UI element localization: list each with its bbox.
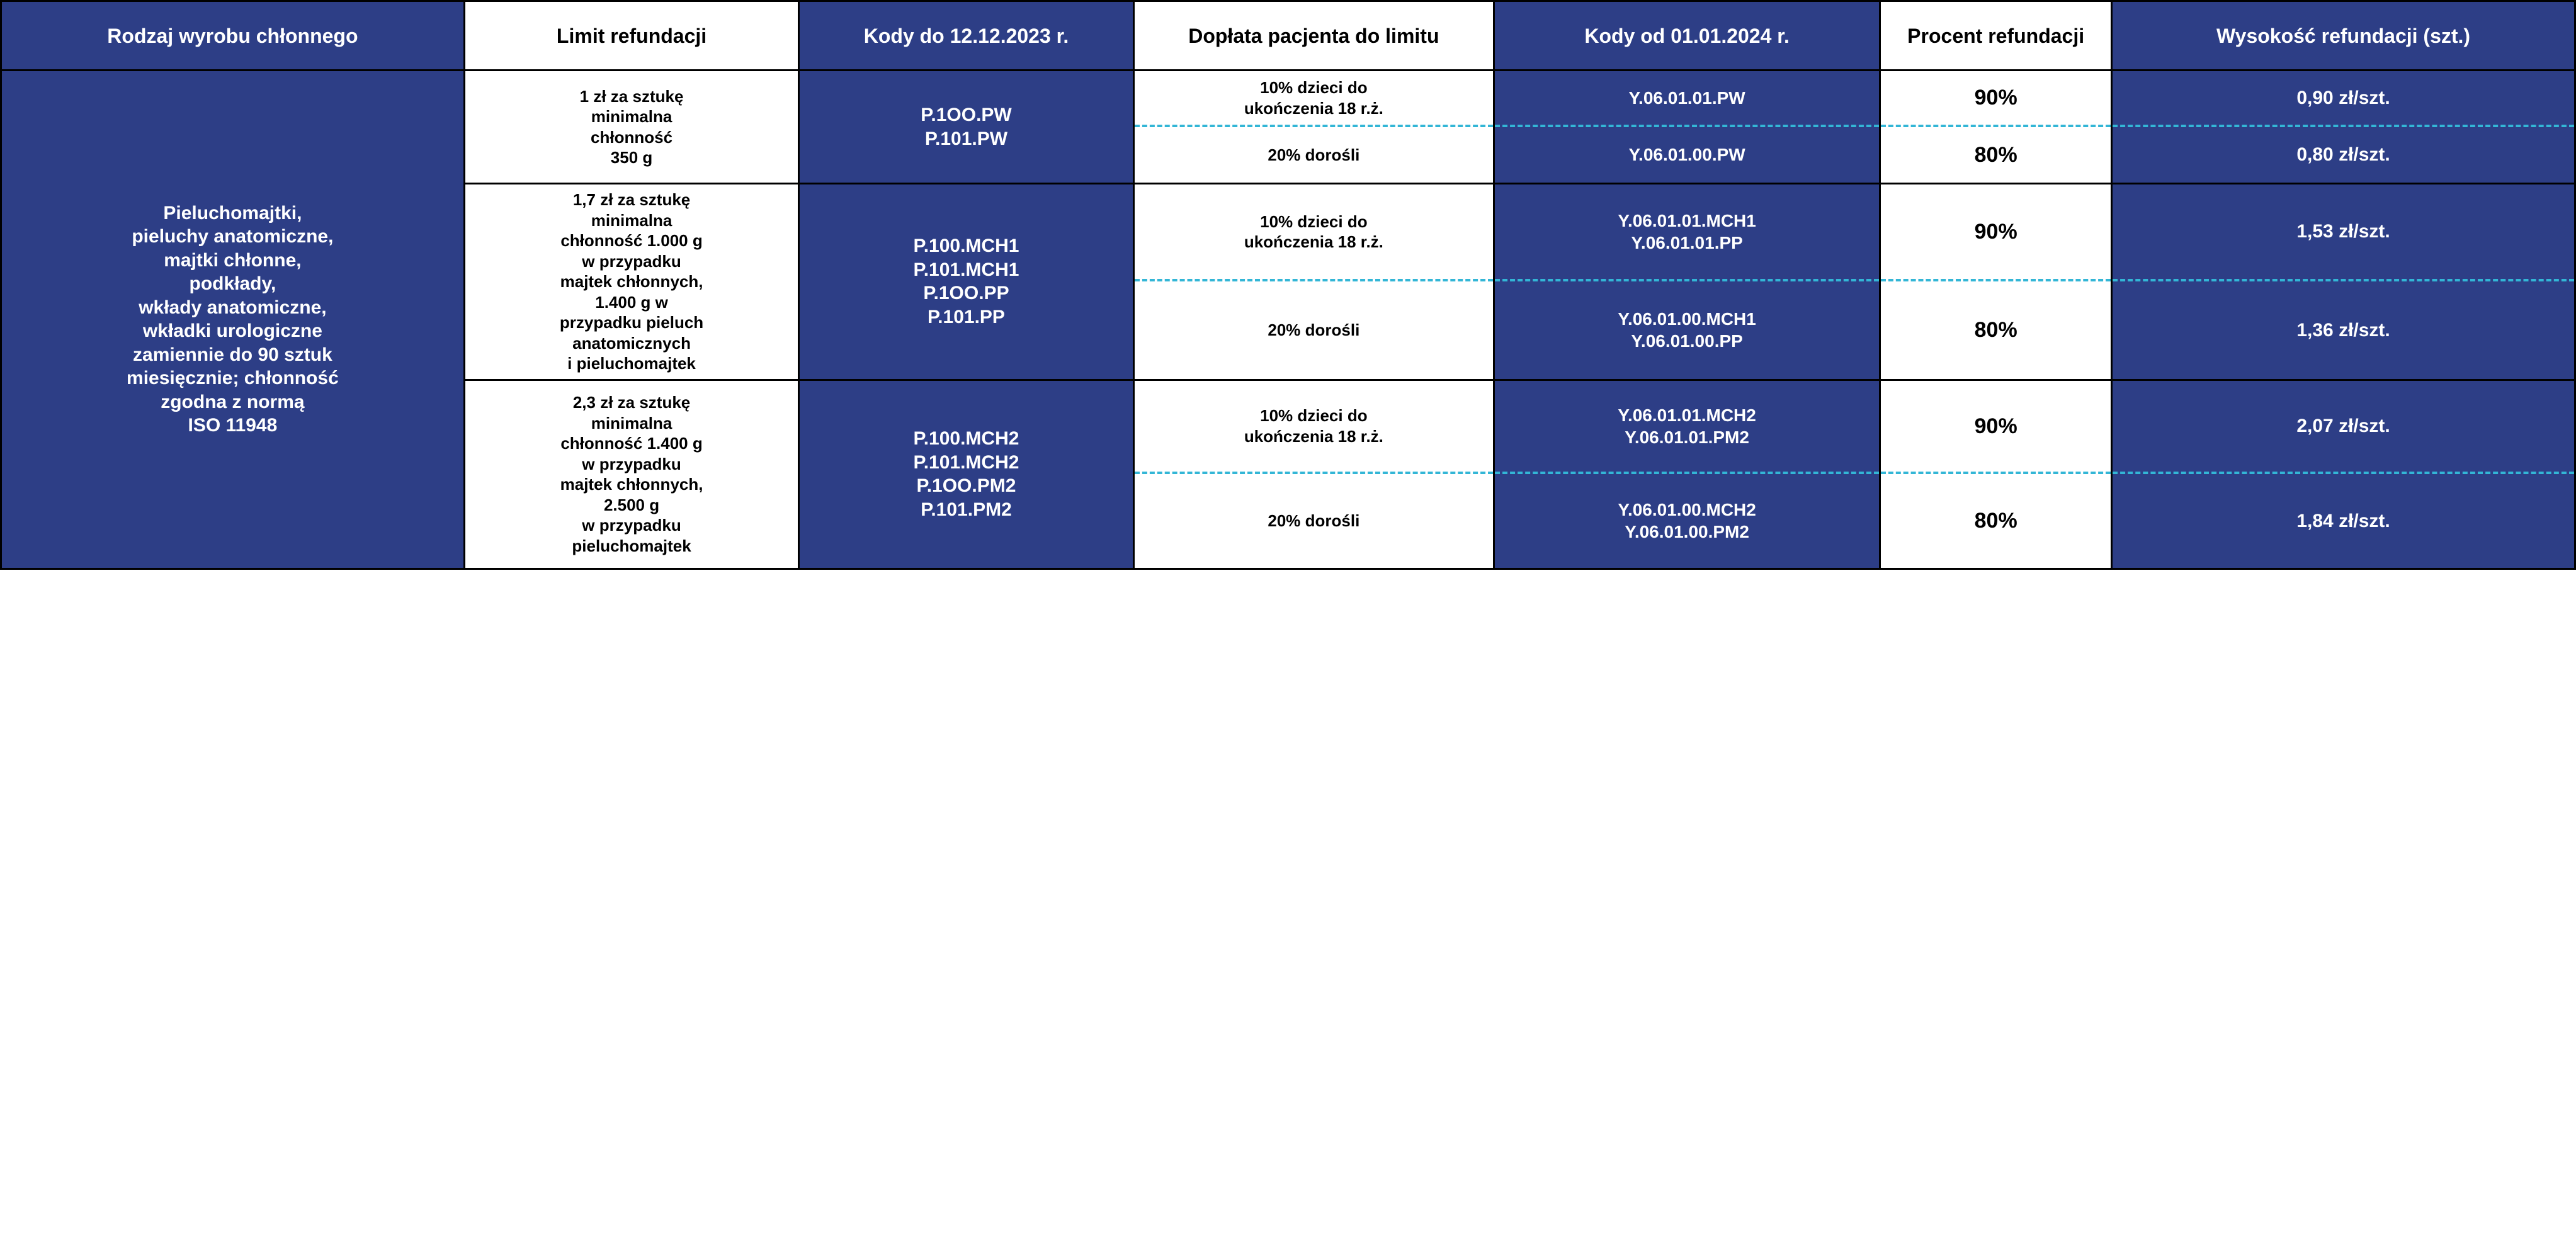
codes-new-child: Y.06.01.01.MCH2Y.06.01.01.PM2 [1495, 381, 1879, 475]
amount-child: 2,07 zł/szt. [2113, 381, 2574, 475]
amount-child: 1,53 zł/szt. [2113, 184, 2574, 281]
col-header-kody-new: Kody od 01.01.2024 r. [1494, 1, 1880, 71]
codes-new-child: Y.06.01.01.MCH1Y.06.01.01.PP [1495, 184, 1879, 281]
doplata-cell: 10% dzieci doukończenia 18 r.ż. 20% doro… [1133, 71, 1494, 184]
amount-cell: 2,07 zł/szt. 1,84 zł/szt. [2112, 380, 2575, 569]
doplata-cell: 10% dzieci doukończenia 18 r.ż. 20% doro… [1133, 380, 1494, 569]
refund-table: Rodzaj wyrobu chłonnego Limit refundacji… [0, 0, 2576, 570]
codes-old-cell: P.100.MCH1P.101.MCH1P.1OO.PPP.101.PP [799, 184, 1133, 380]
row-category: Pieluchomajtki,pieluchy anatomiczne,majt… [1, 71, 465, 569]
percent-cell: 90% 80% [1880, 184, 2112, 380]
table-header-row: Rodzaj wyrobu chłonnego Limit refundacji… [1, 1, 2575, 71]
doplata-child: 10% dzieci doukończenia 18 r.ż. [1135, 71, 1493, 127]
percent-adult: 80% [1881, 281, 2111, 378]
col-header-kody-old: Kody do 12.12.2023 r. [799, 1, 1133, 71]
codes-new-adult: Y.06.01.00.PW [1495, 127, 1879, 183]
codes-new-cell: Y.06.01.01.MCH1Y.06.01.01.PP Y.06.01.00.… [1494, 184, 1880, 380]
codes-old-cell: P.100.MCH2P.101.MCH2P.1OO.PM2P.101.PM2 [799, 380, 1133, 569]
col-header-rodzaj: Rodzaj wyrobu chłonnego [1, 1, 465, 71]
amount-adult: 0,80 zł/szt. [2113, 127, 2574, 183]
codes-new-child: Y.06.01.01.PW [1495, 71, 1879, 127]
amount-adult: 1,36 zł/szt. [2113, 281, 2574, 378]
amount-child: 0,90 zł/szt. [2113, 71, 2574, 127]
codes-old-cell: P.1OO.PWP.101.PW [799, 71, 1133, 184]
percent-child: 90% [1881, 381, 2111, 475]
doplata-adult: 20% dorośli [1135, 474, 1493, 568]
percent-child: 90% [1881, 71, 2111, 127]
doplata-child: 10% dzieci doukończenia 18 r.ż. [1135, 184, 1493, 281]
percent-adult: 80% [1881, 474, 2111, 568]
col-header-procent: Procent refundacji [1880, 1, 2112, 71]
doplata-adult: 20% dorośli [1135, 281, 1493, 378]
col-header-doplata: Dopłata pacjenta do limitu [1133, 1, 1494, 71]
percent-adult: 80% [1881, 127, 2111, 183]
limit-cell: 1 zł za sztukęminimalnachłonność350 g [464, 71, 798, 184]
codes-new-adult: Y.06.01.00.MCH2Y.06.01.00.PM2 [1495, 474, 1879, 568]
col-header-wysokosc: Wysokość refundacji (szt.) [2112, 1, 2575, 71]
amount-adult: 1,84 zł/szt. [2113, 474, 2574, 568]
percent-cell: 90% 80% [1880, 380, 2112, 569]
amount-cell: 0,90 zł/szt. 0,80 zł/szt. [2112, 71, 2575, 184]
codes-new-adult: Y.06.01.00.MCH1Y.06.01.00.PP [1495, 281, 1879, 378]
table-row: Pieluchomajtki,pieluchy anatomiczne,majt… [1, 71, 2575, 184]
percent-child: 90% [1881, 184, 2111, 281]
codes-new-cell: Y.06.01.01.MCH2Y.06.01.01.PM2 Y.06.01.00… [1494, 380, 1880, 569]
limit-cell: 2,3 zł za sztukęminimalnachłonność 1.400… [464, 380, 798, 569]
codes-new-cell: Y.06.01.01.PW Y.06.01.00.PW [1494, 71, 1880, 184]
col-header-limit: Limit refundacji [464, 1, 798, 71]
refund-table-wrap: Rodzaj wyrobu chłonnego Limit refundacji… [0, 0, 2576, 570]
percent-cell: 90% 80% [1880, 71, 2112, 184]
doplata-adult: 20% dorośli [1135, 127, 1493, 183]
amount-cell: 1,53 zł/szt. 1,36 zł/szt. [2112, 184, 2575, 380]
doplata-cell: 10% dzieci doukończenia 18 r.ż. 20% doro… [1133, 184, 1494, 380]
doplata-child: 10% dzieci doukończenia 18 r.ż. [1135, 381, 1493, 475]
limit-cell: 1,7 zł za sztukęminimalnachłonność 1.000… [464, 184, 798, 380]
